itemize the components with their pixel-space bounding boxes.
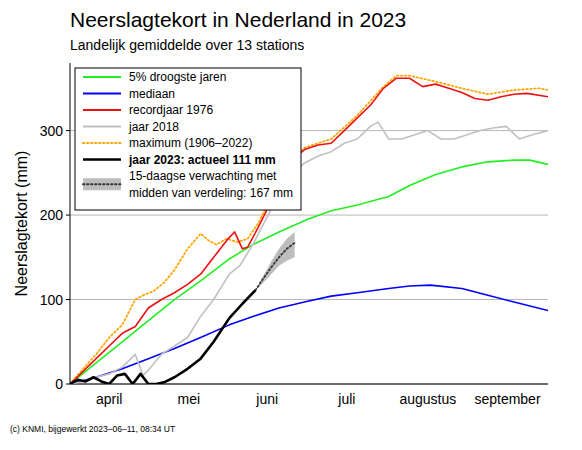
- series-line: [70, 122, 548, 384]
- legend-label-line: midden van verdeling: 167 mm: [129, 186, 293, 200]
- x-axis: [70, 384, 548, 385]
- legend-swatch: [83, 183, 121, 185]
- series-line: [70, 290, 255, 384]
- legend-label-line: 15-daagse verwachting met: [129, 169, 277, 183]
- legend-label-line: jaar 2018: [128, 120, 179, 134]
- legend-swatch: [83, 76, 121, 78]
- plot-area: [70, 76, 548, 384]
- subtitle: Landelijk gemiddelde over 13 stations: [70, 37, 304, 53]
- x-tick-label: september: [474, 391, 540, 407]
- y-tick-label: 200: [40, 207, 64, 223]
- y-tick: [66, 384, 70, 385]
- legend-swatch: [83, 142, 121, 144]
- legend-label: 5% droogste jaren: [129, 70, 226, 84]
- legend-box: [75, 68, 301, 210]
- x-tick-label: juli: [337, 391, 355, 407]
- legend-label: jaar 2018: [128, 120, 179, 134]
- y-tick: [66, 215, 70, 216]
- forecast-band: [255, 232, 294, 290]
- y-tick-label: 100: [40, 292, 64, 308]
- legend-swatch: [83, 126, 121, 128]
- legend-band: [83, 178, 121, 190]
- y-tick: [66, 299, 70, 300]
- chart: Neerslagtekort in Nederland in 2023 Lande…: [0, 0, 582, 450]
- y-axis: [70, 63, 71, 384]
- title: Neerslagtekort in Nederland in 2023: [70, 8, 406, 31]
- series-line: [70, 78, 548, 384]
- series-line: [70, 285, 548, 384]
- background: [0, 0, 582, 450]
- legend-label: maximum (1906–2022): [129, 136, 252, 150]
- grid-line: [70, 215, 548, 216]
- x-tick-label: augustus: [399, 391, 456, 407]
- footer: (c) KNMI, bijgewerkt 2023–06–11, 08:34 U…: [10, 424, 175, 434]
- legend-label: 15-daagse verwachting met midden van verd…: [129, 169, 293, 200]
- y-tick: [66, 130, 70, 131]
- series-line: [70, 76, 548, 384]
- legend-label-line: mediaan: [129, 87, 175, 101]
- series-line: [255, 243, 294, 290]
- legend: 5% droogste jaren mediaan recordjaar 1976 j…: [75, 68, 301, 210]
- x-tick-label: mei: [178, 391, 201, 407]
- legend-label: mediaan: [129, 87, 175, 101]
- legend-label-line: jaar 2023: actueel 111 mm: [128, 153, 276, 167]
- grid-line: [70, 384, 548, 385]
- y-axis-label: Neerslagtekort (mm): [13, 151, 30, 297]
- legend-swatch: [83, 109, 121, 111]
- legend-label-line: recordjaar 1976: [129, 103, 213, 117]
- legend-label-line: maximum (1906–2022): [129, 136, 252, 150]
- y-tick-label: 0: [55, 376, 63, 392]
- y-tick-label: 300: [40, 123, 64, 139]
- x-tick-label: juni: [255, 391, 278, 407]
- series-line: [70, 160, 548, 384]
- legend-label: jaar 2023: actueel 111 mm: [128, 153, 276, 167]
- grid-line: [70, 299, 548, 300]
- legend-swatch: [83, 158, 121, 161]
- legend-label: recordjaar 1976: [129, 103, 213, 117]
- legend-label-line: 5% droogste jaren: [129, 70, 226, 84]
- x-tick-label: april: [96, 391, 122, 407]
- legend-swatch: [83, 93, 121, 95]
